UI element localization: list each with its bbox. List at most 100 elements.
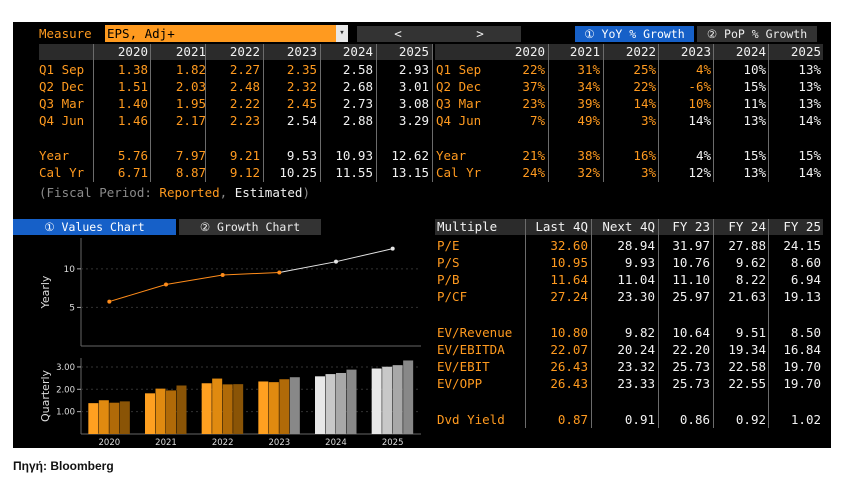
multiple-value-cell: 28.94 [617, 238, 655, 253]
multiples-header-label: Multiple [437, 219, 498, 234]
growth-value-cell: 13% [798, 96, 821, 111]
values-value-cell: 2.68 [342, 79, 373, 94]
growth-value-cell: 13% [798, 62, 821, 77]
multiple-value-cell: 25.97 [672, 289, 710, 304]
values-value-cell: 2.03 [175, 79, 206, 94]
growth-value-cell: 14% [688, 113, 711, 128]
growth-value-cell: 32% [577, 165, 600, 180]
values-value-cell: 3.08 [398, 96, 429, 111]
multiple-value-cell: 23.33 [617, 376, 655, 391]
line-chart-series-segment [222, 271, 280, 276]
multiple-row-label: EV/Revenue [437, 325, 513, 340]
growth-value-cell: 25% [633, 62, 656, 77]
multiple-row-label: P/S [437, 255, 460, 270]
multiples-header [435, 219, 823, 235]
multiple-value-cell: 8.50 [790, 325, 821, 340]
values-year-header: 2024 [342, 44, 373, 59]
multiple-value-cell: 11.10 [672, 272, 710, 287]
multiples-column-divider [768, 219, 769, 428]
growth-value-cell: 15% [743, 79, 766, 94]
tab-yoy-growth[interactable]: ① YoY % Growth [575, 26, 694, 42]
values-value-cell: 2.17 [175, 113, 206, 128]
line-chart-point [334, 259, 338, 264]
values-value-cell: 2.35 [286, 62, 317, 77]
multiple-value-cell: 8.60 [790, 255, 821, 270]
tab-pop-growth[interactable]: ② PoP % Growth [697, 26, 817, 42]
growth-value-cell: 13% [798, 79, 821, 94]
values-value-cell: 2.22 [229, 96, 260, 111]
multiple-value-cell: 22.55 [728, 376, 766, 391]
values-column-divider [205, 44, 206, 182]
multiple-value-cell: 9.93 [624, 255, 655, 270]
values-value-cell: 1.38 [117, 62, 148, 77]
quarterly-bar [315, 376, 325, 434]
values-value-cell: 7.97 [175, 148, 206, 163]
multiple-row-label: P/B [437, 272, 460, 287]
quarterly-bar [346, 369, 357, 434]
bar-chart-tick-label: 3.00 [56, 363, 75, 373]
tab-growth-chart[interactable]: ② Growth Chart [179, 219, 321, 235]
multiple-value-cell: 11.64 [550, 272, 588, 287]
chevron-down-icon[interactable]: ▾ [336, 25, 348, 42]
values-value-cell: 12.62 [391, 148, 429, 163]
growth-value-cell: 7% [529, 113, 545, 128]
prev-button[interactable]: < [357, 26, 439, 42]
growth-year-header: 2023 [680, 44, 711, 59]
multiples-column-divider [525, 219, 526, 428]
multiple-value-cell: 9.62 [735, 255, 766, 270]
bar-chart-x-tick-label: 2024 [325, 438, 347, 448]
values-value-cell: 3.29 [398, 113, 429, 128]
values-column-divider [150, 44, 151, 182]
multiple-value-cell: 21.63 [728, 289, 766, 304]
multiple-value-cell: 25.73 [672, 376, 710, 391]
growth-value-cell: 4% [695, 62, 711, 77]
quarterly-bar [392, 365, 403, 434]
values-year-header: 2021 [175, 44, 206, 59]
source-caption: Πηγή: Bloomberg [13, 459, 114, 473]
multiple-row-label: P/E [437, 238, 460, 253]
tab-values-chart[interactable]: ① Values Chart [13, 219, 176, 235]
quarterly-bar [279, 379, 290, 434]
values-row-label: Cal Yr [39, 165, 85, 180]
multiple-row-label: P/CF [437, 289, 468, 304]
values-year-header: 2020 [117, 44, 148, 59]
multiples-column-header: Next 4Q [602, 219, 655, 234]
growth-value-cell: 38% [577, 148, 600, 163]
growth-value-cell: 4% [695, 148, 711, 163]
values-column-divider [93, 44, 94, 182]
growth-value-cell: 22% [633, 79, 656, 94]
bar-chart-x-tick-label: 2025 [382, 438, 404, 448]
multiple-value-cell: 19.13 [783, 289, 821, 304]
quarterly-bar [222, 384, 233, 434]
growth-value-cell: 3% [640, 113, 656, 128]
growth-row-label: Q4 Jun [436, 113, 482, 128]
multiple-value-cell: 8.22 [735, 272, 766, 287]
values-row-label: Q2 Dec [39, 79, 85, 94]
multiple-value-cell: 24.15 [783, 238, 821, 253]
growth-column-divider [768, 44, 769, 182]
values-year-header: 2023 [286, 44, 317, 59]
values-value-cell: 2.73 [342, 96, 373, 111]
growth-column-divider [603, 44, 604, 182]
multiple-value-cell: 9.82 [624, 325, 655, 340]
values-value-cell: 13.15 [391, 165, 429, 180]
quarterly-bar [201, 383, 212, 434]
bar-chart-tick-label: 2.00 [56, 385, 75, 395]
line-chart-series-segment [165, 274, 223, 286]
fiscal-period-note: (Fiscal Period: Reported, Estimated) [39, 185, 310, 200]
multiples-column-divider [591, 219, 592, 428]
line-chart-series-segment [279, 261, 337, 273]
growth-column-divider [658, 44, 659, 182]
values-column-divider [263, 44, 264, 182]
line-chart-tick-label: 10 [64, 265, 76, 275]
quarterly-bar [109, 402, 120, 434]
growth-year-header: 2025 [790, 44, 821, 59]
growth-value-cell: 22% [522, 62, 545, 77]
growth-value-cell: 15% [798, 148, 821, 163]
growth-value-cell: 16% [633, 148, 656, 163]
next-button[interactable]: > [439, 26, 521, 42]
values-value-cell: 2.27 [229, 62, 260, 77]
measure-dropdown[interactable]: EPS, Adj+ ▾ [105, 25, 348, 42]
values-year-header: 2022 [229, 44, 260, 59]
line-chart-tick-label: 5 [69, 303, 75, 313]
